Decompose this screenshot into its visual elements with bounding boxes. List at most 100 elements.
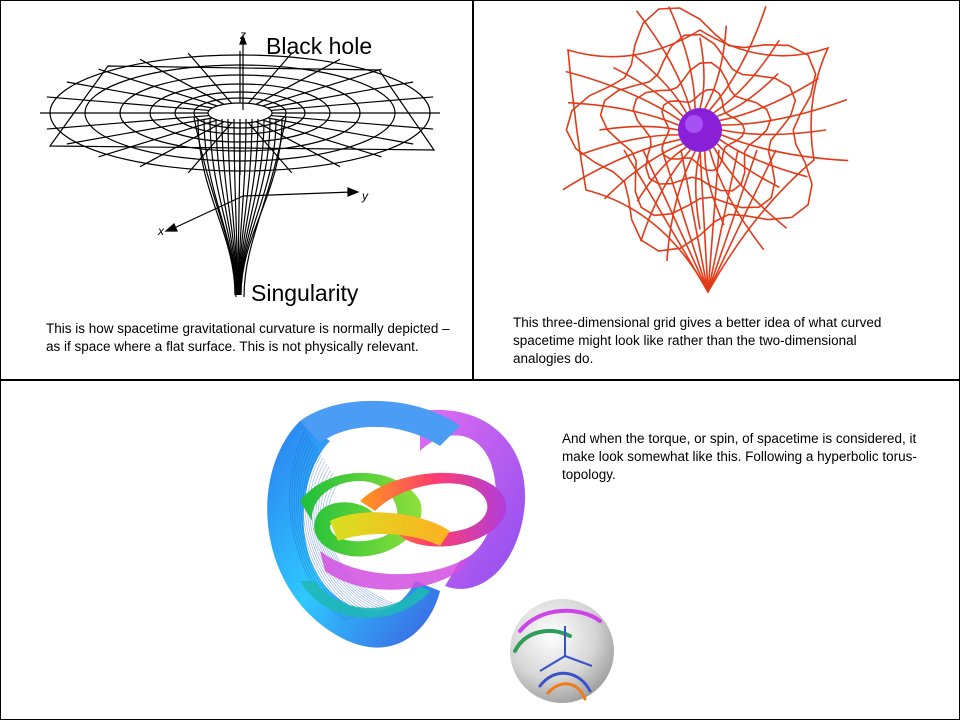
- grid-spoke: [704, 25, 728, 109]
- sheet-radial: [262, 68, 382, 107]
- sheet-radial: [267, 81, 414, 109]
- torus-stripe: [324, 478, 394, 606]
- y-axis: [242, 191, 353, 197]
- singularity-label: Singularity: [251, 280, 359, 306]
- funnel-line: [237, 118, 247, 296]
- small-sphere: [510, 599, 614, 703]
- sphere-curve-orange: [546, 682, 587, 701]
- torus-caption-line1: And when the torque, or spin, of spaceti…: [562, 431, 917, 446]
- sheet-radial: [46, 114, 210, 130]
- grid-drop-line: [707, 149, 758, 293]
- torus-stripe: [322, 475, 391, 607]
- grid-spoke: [579, 134, 679, 156]
- grid-spoke: [565, 70, 681, 122]
- grid-ring: [565, 7, 817, 252]
- torus-caption: And when the torque, or spin, of spaceti…: [562, 430, 952, 484]
- grid-drop-line: [707, 149, 720, 293]
- funnel-line: [238, 118, 259, 296]
- grid-drop-line: [707, 149, 777, 293]
- grid-spoke: [699, 37, 705, 109]
- torus-yellow-band: [330, 512, 450, 546]
- z-axis-label: z: [240, 28, 246, 42]
- grid-drop-line: [623, 149, 709, 293]
- grid-caption-line3: analogies do.: [513, 351, 594, 366]
- torus-stripe: [307, 454, 370, 614]
- horizontal-divider: [0, 379, 960, 381]
- hyperbolic-torus-illustration: [267, 400, 614, 703]
- grid-spoke: [721, 134, 849, 162]
- grid-spoke: [708, 5, 767, 111]
- x-axis: [171, 195, 244, 230]
- funnel-edge-right: [243, 116, 287, 298]
- funnel-edge-left: [193, 116, 237, 298]
- black-hole-caption-line2: as if space where a flat surface. This i…: [46, 339, 419, 354]
- grid-spoke: [721, 98, 848, 126]
- sheet-radial: [267, 117, 414, 145]
- black-hole-diagram: [40, 34, 440, 298]
- black-hole-caption: This is how spacetime gravitational curv…: [46, 320, 466, 356]
- x-arrow: [164, 223, 178, 232]
- sphere-curve-blue: [538, 671, 592, 693]
- vertical-divider: [472, 0, 474, 381]
- torus-violet-shell: [420, 409, 526, 589]
- grid-caption-line1: This three-dimensional grid gives a bett…: [513, 315, 882, 330]
- torus-teal-curl: [300, 581, 430, 618]
- grid-spoke: [632, 53, 687, 114]
- grid-spoke: [716, 143, 780, 189]
- torus-caption-line2: make look somewhat like this. Following …: [562, 449, 917, 464]
- torus-stripe: [302, 448, 364, 616]
- z-arrow: [239, 34, 247, 45]
- funnel-line: [237, 118, 241, 296]
- core-highlight: [685, 115, 703, 133]
- grid-ring: [661, 88, 746, 172]
- grid-caption-line2: spacetime might look like rather than th…: [513, 333, 857, 348]
- sheet-radial: [247, 122, 293, 174]
- sphere-curve-violet: [518, 608, 602, 633]
- grid-spoke: [603, 142, 684, 200]
- grid-drop-line: [707, 149, 739, 293]
- funnel-line: [239, 118, 271, 296]
- sheet-radial: [247, 52, 293, 104]
- torus-top-band: [300, 400, 460, 446]
- curved-spacetime-grid: [562, 5, 849, 294]
- sheet-radial: [139, 58, 225, 105]
- sheet-radial: [255, 58, 341, 105]
- torus-stripe: [326, 481, 397, 605]
- sheet-radial: [187, 52, 233, 104]
- grid-spoke: [719, 77, 820, 122]
- grid-caption: This three-dimensional grid gives a bett…: [513, 314, 933, 368]
- grid-spoke: [713, 39, 780, 114]
- sheet-radial: [66, 117, 213, 145]
- grid-drop-line: [680, 149, 709, 293]
- grid-spoke: [640, 149, 692, 242]
- sheet-radial: [98, 68, 218, 107]
- grid-spoke: [719, 138, 808, 178]
- grid-ring: [599, 33, 797, 217]
- funnel-line: [238, 118, 253, 296]
- sheet-outline: [48, 65, 436, 151]
- grid-spoke: [721, 129, 827, 136]
- grid-drop-line: [699, 149, 709, 293]
- sheet-radial: [46, 96, 210, 112]
- black-hole-caption-line1: This is how spacetime gravitational curv…: [46, 321, 450, 336]
- grid-spoke: [666, 151, 696, 262]
- torus-stripe: [311, 460, 376, 612]
- grid-outline: [567, 29, 830, 294]
- torus-magenta-band: [320, 551, 470, 590]
- sheet-radial: [66, 81, 213, 109]
- grid-spoke: [562, 138, 681, 191]
- black-hole-title: Black hole: [266, 33, 373, 59]
- grid-spoke: [599, 125, 679, 131]
- torus-caption-line3: topology.: [562, 467, 616, 482]
- y-axis-label: y: [362, 189, 368, 203]
- funnel-line: [233, 118, 239, 296]
- x-axis-label: x: [158, 224, 164, 238]
- grid-drop-line: [642, 149, 709, 293]
- grid-spoke: [567, 101, 679, 126]
- grid-spoke: [694, 151, 701, 230]
- sheet-radial: [270, 114, 434, 130]
- sphere-tripod: [539, 626, 593, 672]
- torus-stripe: [309, 457, 373, 613]
- sheet-radial: [270, 96, 434, 112]
- grid-ring: [632, 61, 772, 192]
